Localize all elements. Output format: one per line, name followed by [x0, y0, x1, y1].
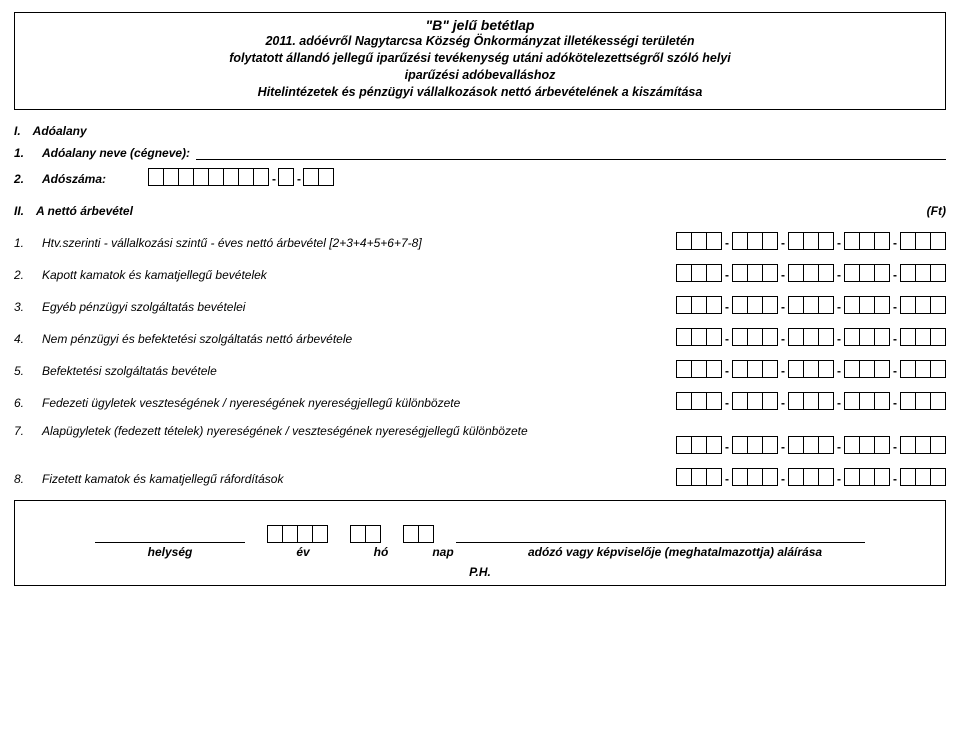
label-nap: nap: [423, 545, 463, 559]
row-label: Adószáma:: [42, 172, 106, 186]
row-fedezeti: 6. Fedezeti ügyletek veszteségének / nye…: [14, 392, 946, 410]
label-helyseg: helység: [95, 545, 245, 559]
header-line-4: Hitelintézetek és pénzügyi vállalkozások…: [23, 84, 937, 101]
row-num: 6.: [14, 396, 36, 410]
row-num: 2.: [14, 172, 36, 186]
row-num: 7.: [14, 424, 36, 438]
section-2-label: A nettó árbevétel: [36, 204, 133, 218]
amount-boxes[interactable]: - - - -: [676, 328, 946, 346]
ph-mark: P.H.: [95, 565, 865, 579]
taxid-boxes[interactable]: - -: [148, 168, 334, 186]
row-htv: 1. Htv.szerinti - vállalkozási szintű - …: [14, 232, 946, 250]
row-egyeb-penzugyi: 3. Egyéb pénzügyi szolgáltatás bevételei…: [14, 296, 946, 314]
row-num: 8.: [14, 472, 36, 486]
row-label: Egyéb pénzügyi szolgáltatás bevételei: [42, 300, 670, 314]
unit-ft: (Ft): [927, 204, 946, 218]
row-label: Befektetési szolgáltatás bevétele: [42, 364, 670, 378]
row-num: 3.: [14, 300, 36, 314]
nap-boxes[interactable]: [403, 525, 434, 543]
signature-line[interactable]: [456, 525, 865, 543]
row-num: 1.: [14, 236, 36, 250]
form-title: "B" jelű betétlap: [23, 17, 937, 33]
label-ho: hó: [361, 545, 401, 559]
amount-boxes[interactable]: - - - -: [676, 296, 946, 314]
signature-inputs: [95, 525, 865, 543]
signature-labels: helység év hó nap adózó vagy képviselője…: [95, 545, 865, 559]
row-num: 4.: [14, 332, 36, 346]
row-alapugyletek-amount: - - - -: [14, 436, 946, 454]
amount-boxes[interactable]: - - - -: [676, 436, 946, 454]
row-kapott-kamatok: 2. Kapott kamatok és kamatjellegű bevéte…: [14, 264, 946, 282]
label-ev: év: [267, 545, 339, 559]
header-line-3: iparűzési adóbevalláshoz: [23, 67, 937, 84]
amount-boxes[interactable]: - - - -: [676, 392, 946, 410]
row-num: 2.: [14, 268, 36, 282]
row-label: Fedezeti ügyletek veszteségének / nyeres…: [42, 396, 670, 410]
row-num: 5.: [14, 364, 36, 378]
row-fizetett-kamatok: 8. Fizetett kamatok és kamatjellegű ráfo…: [14, 468, 946, 486]
label-alairas: adózó vagy képviselője (meghatalmazottja…: [485, 545, 865, 559]
ho-boxes[interactable]: [350, 525, 381, 543]
row-befektetesi: 5. Befektetési szolgáltatás bevétele - -…: [14, 360, 946, 378]
header-line-2: folytatott állandó jellegű iparűzési tev…: [23, 50, 937, 67]
name-input-line[interactable]: [196, 146, 946, 160]
amount-boxes[interactable]: - - - -: [676, 468, 946, 486]
form-header: "B" jelű betétlap 2011. adóévről Nagytar…: [14, 12, 946, 110]
section-1-head: I. Adóalany: [14, 124, 946, 138]
row-label: Fizetett kamatok és kamatjellegű ráfordí…: [42, 472, 670, 486]
helyseg-line[interactable]: [95, 525, 245, 543]
amount-boxes[interactable]: - - - -: [676, 360, 946, 378]
amount-boxes[interactable]: - - - -: [676, 264, 946, 282]
section-2-head: II. A nettó árbevétel (Ft): [14, 204, 946, 218]
row-label: Adóalany neve (cégneve):: [42, 146, 190, 160]
row-label: Nem pénzügyi és befektetési szolgáltatás…: [42, 332, 670, 346]
section-2-num: II.: [14, 204, 36, 218]
row-num: 1.: [14, 146, 36, 160]
header-line-1: 2011. adóévről Nagytarcsa Község Önkormá…: [23, 33, 937, 50]
row-label: Kapott kamatok és kamatjellegű bevételek: [42, 268, 670, 282]
row-adoalany-neve: 1. Adóalany neve (cégneve):: [14, 146, 946, 160]
row-adoszam: 2. Adószáma: - -: [14, 168, 946, 186]
row-label: Htv.szerinti - vállalkozási szintű - éve…: [42, 236, 670, 250]
signature-box: helység év hó nap adózó vagy képviselője…: [14, 500, 946, 586]
ev-boxes[interactable]: [267, 525, 328, 543]
row-nem-penzugyi: 4. Nem pénzügyi és befektetési szolgálta…: [14, 328, 946, 346]
amount-boxes[interactable]: - - - -: [676, 232, 946, 250]
